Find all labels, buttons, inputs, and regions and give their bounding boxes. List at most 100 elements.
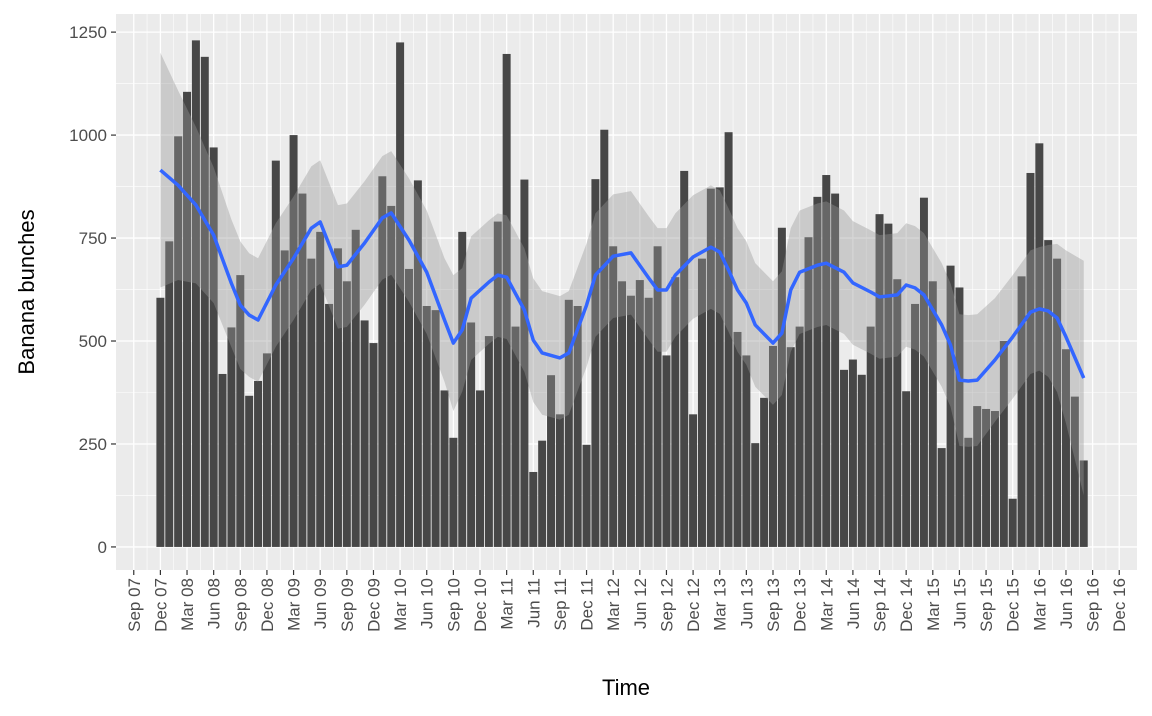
bar [351, 229, 360, 547]
bar [342, 281, 351, 547]
x-tick-label: Sep 08 [231, 578, 250, 632]
confidence-band [160, 52, 1084, 496]
bar [467, 322, 476, 547]
bar [982, 408, 991, 547]
bar [626, 295, 635, 547]
x-tick-label: Dec 12 [684, 578, 703, 632]
bar [156, 297, 165, 547]
bar [191, 40, 200, 547]
bar [369, 343, 378, 547]
bar [325, 303, 334, 547]
bar [742, 355, 751, 547]
x-tick-label: Sep 12 [657, 578, 676, 632]
x-tick-label: Mar 11 [498, 578, 517, 630]
bar [1044, 240, 1053, 547]
x-tick-label: Jun 13 [737, 578, 756, 629]
bar [973, 406, 982, 547]
bar [413, 180, 422, 547]
bar [218, 373, 227, 547]
bar [245, 395, 254, 547]
bar [618, 281, 627, 547]
x-tick-label: Dec 14 [897, 578, 916, 632]
bar [404, 268, 413, 547]
bar [964, 437, 973, 547]
x-tick-label: Jun 10 [418, 578, 437, 629]
bar [449, 437, 458, 547]
bar [502, 53, 511, 547]
x-tick-label: Sep 15 [977, 578, 996, 632]
bar [724, 132, 733, 547]
bar [946, 265, 955, 547]
bar [848, 359, 857, 547]
bar [1061, 349, 1070, 547]
bar [538, 440, 547, 547]
x-tick-label: Jun 08 [205, 578, 224, 629]
bar [822, 175, 831, 547]
bar [316, 231, 325, 547]
bar [893, 279, 902, 547]
bar [209, 147, 218, 547]
bar [662, 355, 671, 547]
bar [955, 287, 964, 547]
x-tick-label: Mar 12 [604, 578, 623, 631]
bar [591, 179, 600, 547]
x-tick-label: Dec 08 [258, 578, 277, 632]
bar [795, 326, 804, 547]
y-tick-label: 750 [79, 229, 107, 248]
bar [813, 196, 822, 547]
y-axis-title: Banana bunches [14, 209, 39, 374]
x-tick-label: Dec 13 [791, 578, 810, 632]
bar [262, 353, 271, 547]
x-tick-label: Mar 13 [711, 578, 730, 631]
y-tick-label: 0 [98, 538, 107, 557]
bar [1079, 460, 1088, 547]
x-tick-label: Jun 16 [1057, 578, 1076, 629]
x-tick-label: Jun 15 [950, 578, 969, 629]
bar [715, 187, 724, 547]
bar [919, 197, 928, 547]
bar [902, 391, 911, 547]
bar [271, 160, 280, 547]
bar [768, 345, 777, 547]
bar [733, 331, 742, 547]
bar [671, 277, 680, 547]
x-tick-label: Jun 14 [844, 578, 863, 629]
bar [289, 135, 298, 547]
y-tick-label: 250 [79, 435, 107, 454]
bar [1053, 258, 1062, 547]
bar [875, 214, 884, 547]
bar [1070, 396, 1079, 547]
x-tick-label: Dec 09 [364, 578, 383, 632]
bar [866, 326, 875, 547]
x-tick-label: Jun 11 [524, 578, 543, 628]
x-tick-label: Mar 09 [285, 578, 304, 631]
bar [520, 179, 529, 547]
bar [653, 246, 662, 547]
bar [484, 336, 493, 547]
bar [555, 414, 564, 547]
bar [635, 280, 644, 547]
x-axis-title: Time [602, 675, 650, 700]
bar [990, 411, 999, 547]
x-tick-label: Mar 16 [1030, 578, 1049, 631]
bar [360, 320, 369, 547]
bar [378, 176, 387, 547]
bar [458, 231, 467, 547]
x-tick-label: Dec 11 [578, 578, 597, 631]
bar [999, 341, 1008, 547]
bar [751, 443, 760, 547]
bar [928, 281, 937, 547]
x-tick-label: Jun 09 [311, 578, 330, 629]
bar [254, 380, 263, 547]
bar [387, 205, 396, 547]
x-tick-label: Sep 07 [125, 578, 144, 632]
x-tick-label: Sep 13 [764, 578, 783, 632]
bar [227, 327, 236, 547]
bar [547, 375, 556, 547]
bar [333, 248, 342, 547]
bar [786, 347, 795, 547]
y-tick-label: 1000 [69, 126, 107, 145]
x-tick-label: Jun 12 [631, 578, 650, 629]
bar [573, 306, 582, 547]
